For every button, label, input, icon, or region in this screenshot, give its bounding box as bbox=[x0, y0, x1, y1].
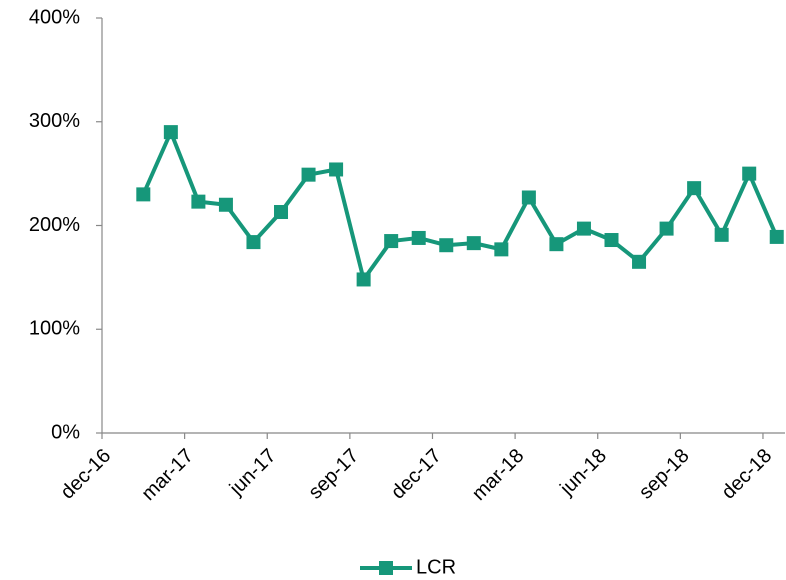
x-tick-label: dec-16 bbox=[56, 445, 115, 504]
marker bbox=[521, 190, 536, 205]
y-tick-label: 0% bbox=[51, 421, 80, 443]
x-tick-label: dec-17 bbox=[387, 445, 446, 504]
marker bbox=[714, 227, 729, 242]
marker bbox=[466, 236, 481, 251]
y-tick-label: 300% bbox=[29, 110, 80, 132]
legend-label: LCR bbox=[416, 556, 456, 578]
marker bbox=[384, 234, 399, 249]
y-tick-label: 400% bbox=[29, 6, 80, 28]
marker bbox=[604, 233, 619, 248]
x-tick-label: jun-17 bbox=[225, 445, 281, 501]
x-tick-label: sep-17 bbox=[304, 445, 363, 504]
x-tick-label: sep-18 bbox=[635, 445, 694, 504]
marker bbox=[136, 187, 151, 202]
marker bbox=[549, 237, 564, 252]
marker bbox=[439, 238, 454, 253]
marker bbox=[576, 221, 591, 236]
marker bbox=[218, 197, 233, 212]
marker bbox=[687, 181, 702, 196]
marker bbox=[411, 230, 426, 245]
y-tick-label: 200% bbox=[29, 214, 80, 236]
marker bbox=[246, 235, 261, 250]
x-tick-label: mar-18 bbox=[468, 445, 528, 505]
marker bbox=[356, 272, 371, 287]
marker bbox=[632, 254, 647, 269]
marker bbox=[329, 162, 344, 177]
marker bbox=[769, 229, 784, 244]
marker bbox=[494, 242, 509, 257]
series-line bbox=[141, 130, 779, 282]
x-tick-label: dec-18 bbox=[717, 445, 776, 504]
marker bbox=[274, 205, 289, 220]
x-tick-label: mar-17 bbox=[138, 445, 198, 505]
y-tick-label: 100% bbox=[29, 318, 80, 340]
marker bbox=[163, 125, 178, 140]
x-tick-label: jun-18 bbox=[555, 445, 611, 501]
marker bbox=[301, 167, 316, 182]
marker bbox=[191, 194, 206, 209]
legend-marker bbox=[379, 561, 393, 575]
marker bbox=[659, 221, 674, 236]
marker bbox=[742, 166, 757, 181]
